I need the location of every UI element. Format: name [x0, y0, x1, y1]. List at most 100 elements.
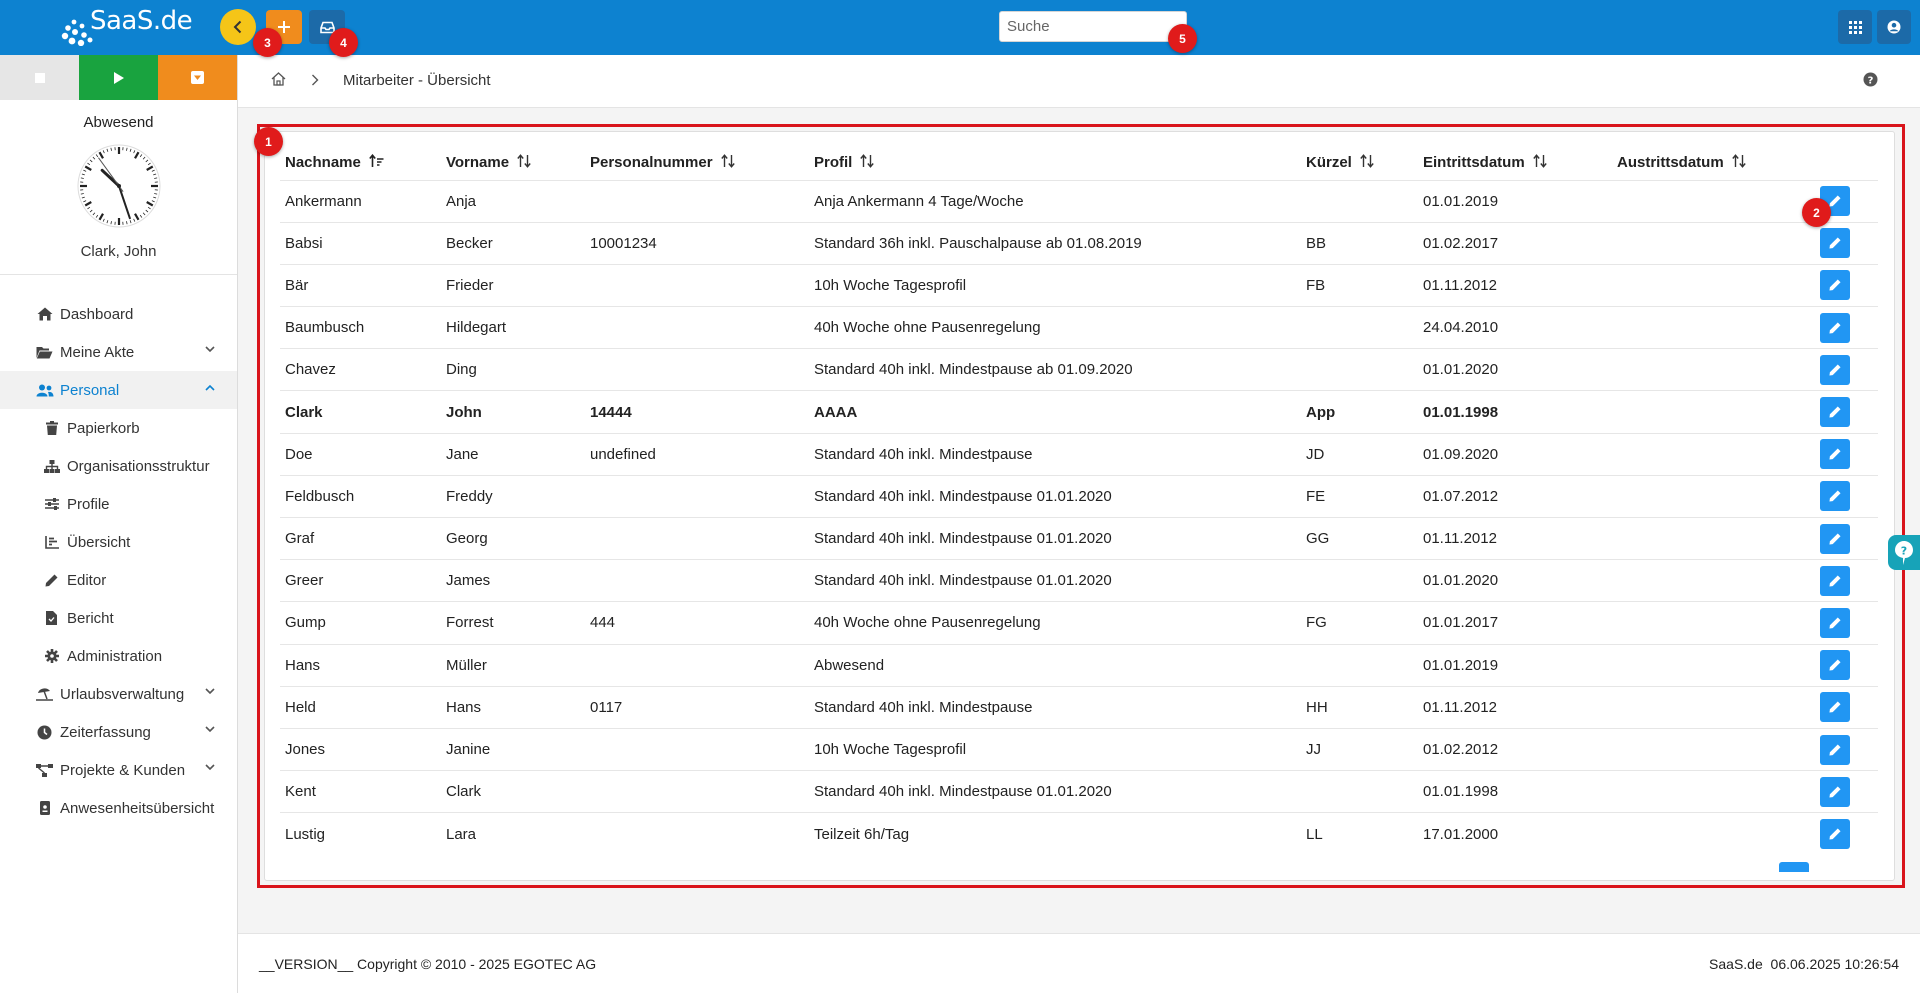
- umbrella-beach-icon: [35, 687, 54, 701]
- cell-austrittsdatum: [1612, 812, 1782, 855]
- table-row[interactable]: Kent Clark Standard 40h inkl. Mindestpause…: [280, 770, 1878, 813]
- cell-profil: Abwesend: [809, 643, 1301, 687]
- cell-kuerzel: [1301, 643, 1418, 687]
- edit-button[interactable]: [1820, 565, 1850, 596]
- cell-austrittsdatum: [1612, 474, 1782, 518]
- cell-actions: [1782, 474, 1878, 518]
- table-row[interactable]: Ankermann Anja Anja Ankermann 4 Tage/Woche…: [280, 179, 1878, 223]
- inbox-icon: [319, 21, 335, 33]
- column-header-eintrittsdatum[interactable]: Eintrittsdatum: [1418, 146, 1612, 180]
- dropdown-button[interactable]: [158, 55, 237, 100]
- cell-eintrittsdatum: 01.01.2019: [1418, 643, 1612, 687]
- sidebar: Abwesend Clark, John Dashboard Meine Akt…: [0, 55, 238, 993]
- table-row[interactable]: Jones Janine 10h Woche Tagesprofil JJ 01.02.…: [280, 727, 1878, 771]
- column-header-nachname[interactable]: Nachname: [280, 146, 441, 180]
- edit-button[interactable]: [1820, 523, 1850, 554]
- edit-button[interactable]: [1820, 354, 1850, 385]
- search-input[interactable]: [999, 11, 1187, 42]
- user-menu-button[interactable]: [1877, 10, 1911, 44]
- table-row[interactable]: Doe Jane undefined Standard 40h inkl. Minde…: [280, 432, 1878, 476]
- column-header-profil[interactable]: Profil: [809, 146, 1301, 180]
- sidebar-item-bericht[interactable]: Bericht: [0, 599, 237, 637]
- table-row[interactable]: Hans Müller Abwesend 01.01.2019: [280, 643, 1878, 687]
- edit-button[interactable]: [1820, 481, 1850, 512]
- edit-button[interactable]: [1820, 819, 1850, 850]
- sidebar-item-editor[interactable]: Editor: [0, 561, 237, 599]
- column-header-austrittsdatum[interactable]: Austrittsdatum: [1612, 146, 1782, 180]
- edit-button[interactable]: [1820, 228, 1850, 259]
- cell-austrittsdatum: [1612, 263, 1782, 307]
- sidebar-item-administration[interactable]: Administration: [0, 637, 237, 675]
- cell-kuerzel: FG: [1301, 601, 1418, 645]
- edit-button[interactable]: [1820, 734, 1850, 765]
- cell-nachname: Babsi: [280, 221, 441, 265]
- stop-button[interactable]: [0, 55, 79, 100]
- saas-logo[interactable]: SaaS.de: [60, 4, 193, 48]
- column-header-kuerzel[interactable]: Kürzel: [1301, 146, 1418, 180]
- edit-button[interactable]: [1820, 270, 1850, 301]
- table-row[interactable]: Baumbusch Hildegart 40h Woche ohne Pausenr…: [280, 306, 1878, 349]
- help-icon[interactable]: ?: [1863, 72, 1878, 91]
- cell-profil: Standard 40h inkl. Mindestpause 01.01.20…: [809, 474, 1301, 518]
- apps-button[interactable]: [1838, 10, 1872, 44]
- sidebar-item-uebersicht[interactable]: Übersicht: [0, 523, 237, 561]
- sidebar-item-zeiterfassung[interactable]: Zeiterfassung: [0, 713, 237, 751]
- table-row[interactable]: Lustig Lara Teilzeit 6h/Tag LL 17.01.2000: [280, 812, 1878, 855]
- presence-status: Abwesend: [83, 114, 154, 131]
- cell-actions: [1782, 727, 1878, 771]
- cell-kuerzel: LL: [1301, 812, 1418, 855]
- sidebar-item-label: Papierkorb: [67, 419, 140, 437]
- sidebar-item-meine-akte[interactable]: Meine Akte: [0, 333, 237, 371]
- sidebar-item-anwesenheitsuebersicht[interactable]: Anwesenheitsübersicht: [0, 789, 237, 827]
- table-row[interactable]: Gump Forrest 444 40h Woche ohne Pausenregel…: [280, 601, 1878, 645]
- edit-button[interactable]: [1820, 650, 1850, 681]
- edit-button[interactable]: [1820, 312, 1850, 343]
- help-side-tab[interactable]: ?: [1888, 535, 1920, 570]
- sidebar-item-personal[interactable]: Personal: [0, 371, 237, 409]
- edit-button[interactable]: [1820, 776, 1850, 807]
- play-button[interactable]: [79, 55, 158, 100]
- cell-vorname: Janine: [441, 727, 585, 771]
- cell-profil: 10h Woche Tagesprofil: [809, 263, 1301, 307]
- cell-personalnummer: [585, 474, 809, 518]
- home-icon[interactable]: [271, 72, 286, 90]
- column-header-personalnummer[interactable]: Personalnummer: [585, 146, 809, 180]
- edit-button[interactable]: [1820, 397, 1850, 428]
- cell-eintrittsdatum: 01.02.2017: [1418, 221, 1612, 265]
- column-header-vorname[interactable]: Vorname: [441, 146, 585, 180]
- cell-eintrittsdatum: 01.01.2020: [1418, 559, 1612, 602]
- table-row[interactable]: Greer James Standard 40h inkl. Mindestpaus…: [280, 559, 1878, 602]
- sort-icon: [1731, 153, 1746, 172]
- sidebar-item-papierkorb[interactable]: Papierkorb: [0, 409, 237, 447]
- sidebar-item-profile[interactable]: Profile: [0, 485, 237, 523]
- sidebar-item-urlaubsverwaltung[interactable]: Urlaubsverwaltung: [0, 675, 237, 713]
- edit-button[interactable]: [1820, 692, 1850, 723]
- cell-austrittsdatum: [1612, 685, 1782, 729]
- cell-kuerzel: JD: [1301, 432, 1418, 476]
- table-row[interactable]: Babsi Becker 10001234 Standard 36h inkl. Pa…: [280, 221, 1878, 265]
- edit-button-partial[interactable]: [1779, 862, 1809, 872]
- employee-table: Nachname Vorname Personalnummer Profil K…: [280, 146, 1878, 855]
- cell-personalnummer: undefined: [585, 432, 809, 476]
- table-row[interactable]: Chavez Ding Standard 40h inkl. Mindestpaus…: [280, 348, 1878, 391]
- cell-eintrittsdatum: 01.01.1998: [1418, 770, 1612, 813]
- column-label: Nachname: [285, 153, 361, 171]
- file-icon: [42, 611, 61, 625]
- table-row[interactable]: Graf Georg Standard 40h inkl. Mindestpause…: [280, 516, 1878, 560]
- edit-button[interactable]: [1820, 607, 1850, 638]
- column-label: Kürzel: [1306, 153, 1352, 171]
- sidebar-item-organisationsstruktur[interactable]: Organisationsstruktur: [0, 447, 237, 485]
- table-row[interactable]: Bär Frieder 10h Woche Tagesprofil FB 01.11.2…: [280, 263, 1878, 307]
- footer-copyright: __VERSION__ Copyright © 2010 - 2025 EGOT…: [259, 956, 597, 972]
- cell-kuerzel: BB: [1301, 221, 1418, 265]
- table-row[interactable]: Clark John 14444 AAAA App 01.01.1998: [280, 390, 1878, 434]
- sidebar-item-dashboard[interactable]: Dashboard: [0, 295, 237, 333]
- edit-button[interactable]: [1820, 439, 1850, 470]
- table-row[interactable]: Feldbusch Freddy Standard 40h inkl. Mindes…: [280, 474, 1878, 518]
- sidebar-item-projekte-kunden[interactable]: Projekte & Kunden: [0, 751, 237, 789]
- pencil-icon: [1829, 533, 1841, 545]
- clock-icon: [35, 725, 54, 740]
- table-row[interactable]: Held Hans 0117 Standard 40h inkl. Mindestpa…: [280, 685, 1878, 729]
- cell-nachname: Greer: [280, 559, 441, 602]
- back-button[interactable]: [220, 9, 256, 45]
